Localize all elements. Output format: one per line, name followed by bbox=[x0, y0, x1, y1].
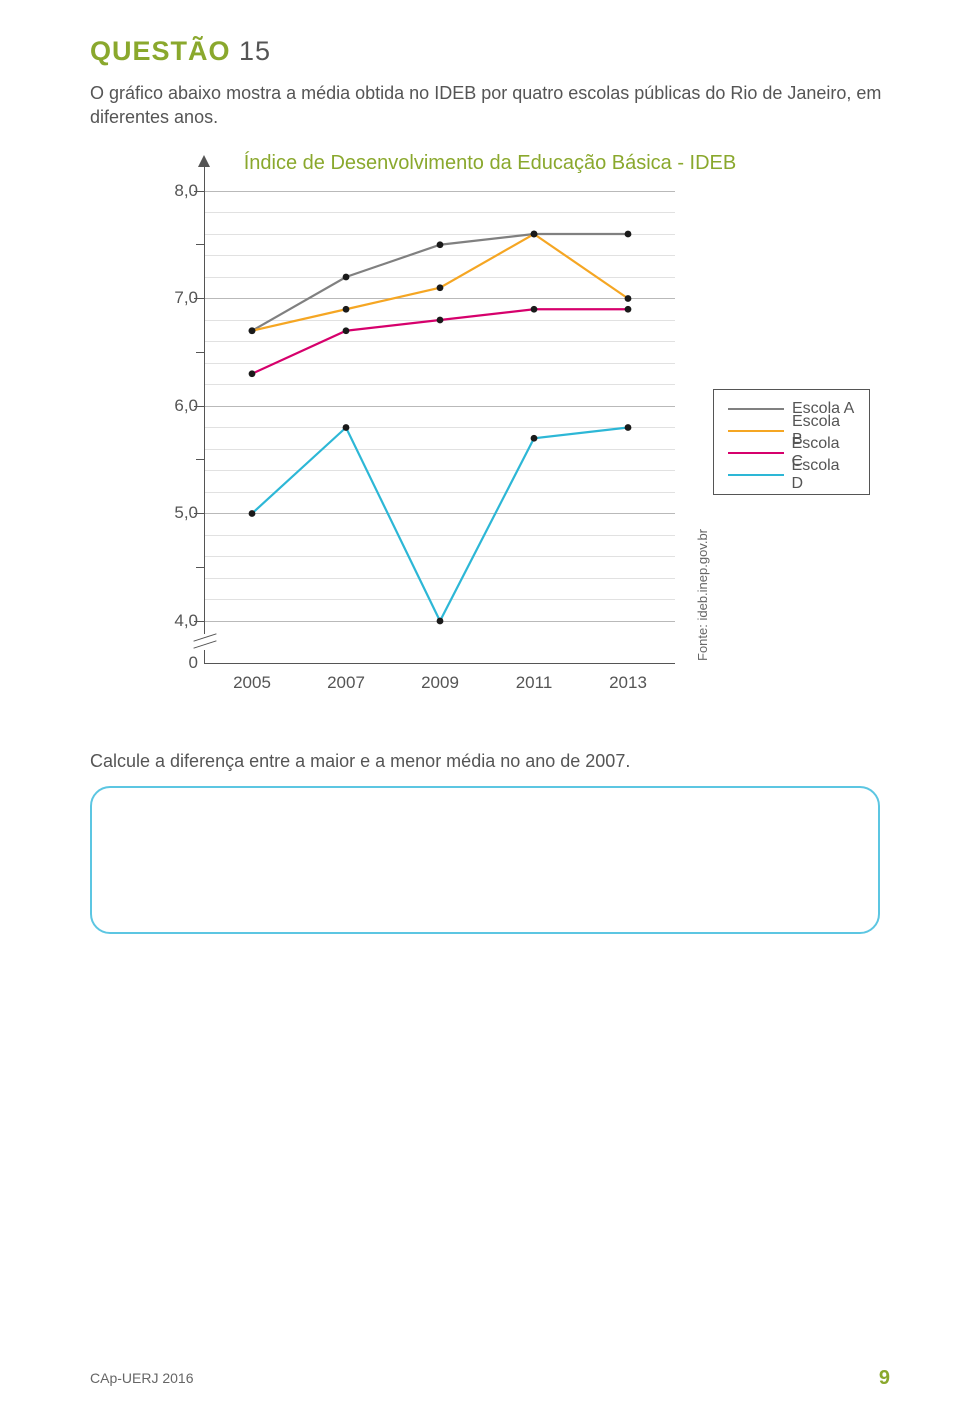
chart-lines bbox=[205, 191, 675, 621]
data-point bbox=[343, 305, 350, 312]
y-axis-label: 0 bbox=[158, 653, 198, 673]
data-point bbox=[625, 230, 632, 237]
answer-box bbox=[90, 786, 880, 934]
footer-page-number: 9 bbox=[879, 1367, 890, 1390]
legend-swatch bbox=[728, 452, 784, 454]
question-header: QUESTÃO 15 bbox=[90, 36, 890, 67]
series-line bbox=[252, 427, 628, 621]
data-point bbox=[343, 424, 350, 431]
legend-swatch bbox=[728, 408, 784, 410]
data-point bbox=[625, 305, 632, 312]
question-number: 15 bbox=[239, 36, 271, 66]
legend: Escola A Escola B Escola C Escola D bbox=[713, 389, 870, 495]
x-axis-label: 2005 bbox=[233, 673, 271, 693]
y-axis-label: 5,0 bbox=[158, 503, 198, 523]
y-axis-label: 4,0 bbox=[158, 611, 198, 631]
data-point bbox=[437, 617, 444, 624]
data-point bbox=[625, 424, 632, 431]
data-point bbox=[343, 273, 350, 280]
data-point bbox=[249, 510, 256, 517]
x-axis bbox=[204, 663, 675, 664]
data-point bbox=[343, 327, 350, 334]
y-axis-label: 8,0 bbox=[158, 181, 198, 201]
data-point bbox=[531, 305, 538, 312]
legend-swatch bbox=[728, 474, 784, 476]
footer-left: CAp-UERJ 2016 bbox=[90, 1370, 194, 1386]
y-minor-tick bbox=[196, 244, 205, 245]
data-point bbox=[531, 434, 538, 441]
data-point bbox=[531, 230, 538, 237]
y-minor-tick bbox=[196, 352, 205, 353]
question-word: QUESTÃO bbox=[90, 36, 231, 66]
x-axis-label: 2011 bbox=[516, 673, 553, 693]
legend-label: Escola D bbox=[792, 457, 855, 493]
x-axis-label: 2013 bbox=[609, 673, 647, 693]
y-minor-tick bbox=[196, 459, 205, 460]
data-point bbox=[249, 370, 256, 377]
instruction-text: Calcule a diferença entre a maior e a me… bbox=[90, 751, 890, 772]
chart-container: 8,07,06,05,04,0020052007200920112013 Esc… bbox=[90, 191, 870, 723]
x-axis-label: 2007 bbox=[327, 673, 365, 693]
y-axis-label: 6,0 bbox=[158, 396, 198, 416]
data-point bbox=[437, 241, 444, 248]
series-line bbox=[252, 234, 628, 331]
series-line bbox=[252, 234, 628, 331]
data-point bbox=[249, 327, 256, 334]
y-axis-label: 7,0 bbox=[158, 288, 198, 308]
source-text: Fonte: ideb.inep.gov.br bbox=[695, 529, 710, 661]
intro-text: O gráfico abaixo mostra a média obtida n… bbox=[90, 81, 890, 130]
data-point bbox=[437, 316, 444, 323]
x-axis-label: 2009 bbox=[421, 673, 459, 693]
legend-swatch bbox=[728, 430, 784, 432]
data-point bbox=[625, 295, 632, 302]
chart-title: Índice de Desenvolvimento da Educação Bá… bbox=[90, 152, 890, 175]
plot-area bbox=[205, 191, 675, 731]
y-minor-tick bbox=[196, 567, 205, 568]
legend-item: Escola D bbox=[728, 464, 855, 486]
axis-break-marks bbox=[193, 633, 217, 651]
data-point bbox=[437, 284, 444, 291]
